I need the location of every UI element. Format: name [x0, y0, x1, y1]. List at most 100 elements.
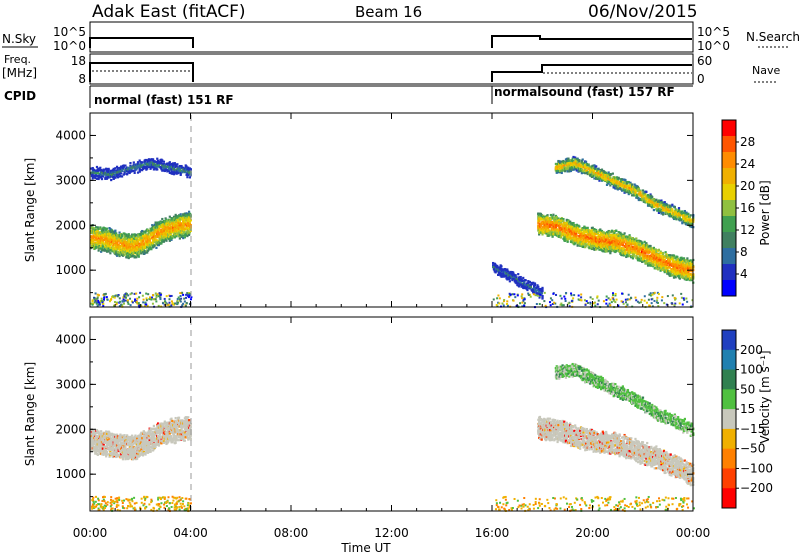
- echo-cell: [178, 231, 181, 234]
- echo-cell: [101, 243, 104, 246]
- echo-cell: [157, 164, 161, 167]
- echo-cell: [105, 174, 108, 177]
- echo-cell: [672, 254, 676, 257]
- echo-cell: [188, 176, 192, 179]
- echo-cell: [603, 231, 606, 235]
- echo-cell: [125, 243, 128, 246]
- echo-cell: [610, 249, 613, 253]
- echo-cell: [664, 251, 667, 254]
- echo-cell: [146, 244, 150, 248]
- echo-cell: [611, 237, 614, 240]
- echo-cell: [180, 225, 183, 228]
- echo-cell: [172, 223, 175, 226]
- echo-cell: [635, 237, 638, 240]
- echo-cell: [162, 240, 166, 243]
- echo-cell: [95, 177, 99, 180]
- echo-cell: [602, 241, 605, 244]
- echo-cell: [118, 172, 121, 176]
- echo-cell: [127, 240, 130, 243]
- echo-cell: [148, 235, 151, 238]
- echo-cell: [124, 240, 127, 243]
- echo-cell: [147, 159, 150, 162]
- echo-cell: [157, 227, 161, 231]
- echo-cell: [169, 232, 172, 235]
- echo-cell: [156, 157, 159, 160]
- echo-cell: [128, 170, 131, 173]
- echo-cell: [162, 228, 165, 231]
- echo-cell: [160, 166, 163, 169]
- echo-cell: [566, 223, 569, 226]
- echo-cell: [607, 240, 610, 243]
- echo-cell: [187, 220, 190, 223]
- echo-cell: [145, 244, 148, 247]
- echo-cell: [154, 229, 157, 232]
- echo-cell: [100, 244, 103, 247]
- echo-cell: [131, 169, 135, 173]
- echo-cell: [107, 172, 110, 175]
- echo-cell: [619, 243, 622, 246]
- echo-cell: [109, 252, 112, 255]
- echo-cell: [173, 162, 176, 165]
- echo-cell: [117, 243, 120, 246]
- echo-cell: [120, 172, 123, 175]
- echo-cell: [158, 161, 161, 164]
- echo-cell: [165, 233, 168, 236]
- echo-cell: [604, 242, 607, 245]
- echo-cell: [610, 229, 614, 232]
- echo-cell: [110, 178, 113, 182]
- echo-cell: [169, 233, 172, 237]
- echo-cell: [173, 227, 176, 230]
- echo-cell: [103, 236, 106, 239]
- cpid-segment-1: normal (fast) 151 RF: [94, 93, 234, 107]
- echo-cell: [581, 228, 584, 231]
- echo-cell: [615, 247, 619, 250]
- echo-cell: [139, 168, 142, 171]
- echo-cell: [154, 226, 157, 229]
- echo-cell: [540, 213, 543, 217]
- echo-cell: [115, 169, 119, 172]
- echo-cell: [597, 242, 600, 245]
- echo-cell: [140, 252, 143, 255]
- echo-cell: [617, 231, 620, 234]
- echo-cell: [585, 243, 588, 246]
- echo-cell: [576, 244, 579, 247]
- echo-cell: [97, 169, 100, 172]
- echo-cell: [98, 244, 101, 248]
- echo-cell: [116, 176, 119, 179]
- echo-cell: [620, 236, 624, 239]
- echo-cell: [600, 229, 604, 233]
- echo-cell: [602, 250, 605, 253]
- echo-cell: [153, 223, 156, 226]
- echo-cell: [186, 226, 189, 229]
- echo-cell: [539, 218, 542, 221]
- echo-cell: [615, 249, 618, 253]
- echo-cell: [91, 226, 94, 230]
- echo-cell: [181, 233, 184, 236]
- echo-cell: [170, 238, 173, 241]
- echo-cell: [120, 165, 123, 168]
- echo-cell: [110, 230, 113, 234]
- echo-cell: [128, 251, 131, 255]
- echo-cell: [573, 228, 576, 231]
- echo-cell: [584, 227, 588, 230]
- echo-cell: [169, 225, 172, 228]
- echo-cell: [92, 237, 95, 240]
- echo-cell: [99, 166, 102, 169]
- echo-cell: [601, 233, 604, 236]
- echo-cell: [153, 244, 156, 247]
- echo-cell: [168, 220, 171, 223]
- echo-cell: [609, 252, 612, 255]
- echo-cell: [185, 212, 188, 215]
- echo-cell: [615, 236, 618, 239]
- echo-cell: [105, 227, 109, 230]
- echo-cell: [587, 240, 590, 244]
- echo-cell: [177, 168, 181, 172]
- echo-cell: [115, 254, 119, 257]
- echo-cell: [175, 224, 178, 228]
- echo-cell: [157, 243, 161, 247]
- echo-cell: [100, 174, 103, 177]
- echo-cell: [129, 246, 132, 250]
- echo-cell: [96, 226, 99, 229]
- echo-cell: [187, 228, 191, 231]
- echo-cell: [564, 231, 567, 234]
